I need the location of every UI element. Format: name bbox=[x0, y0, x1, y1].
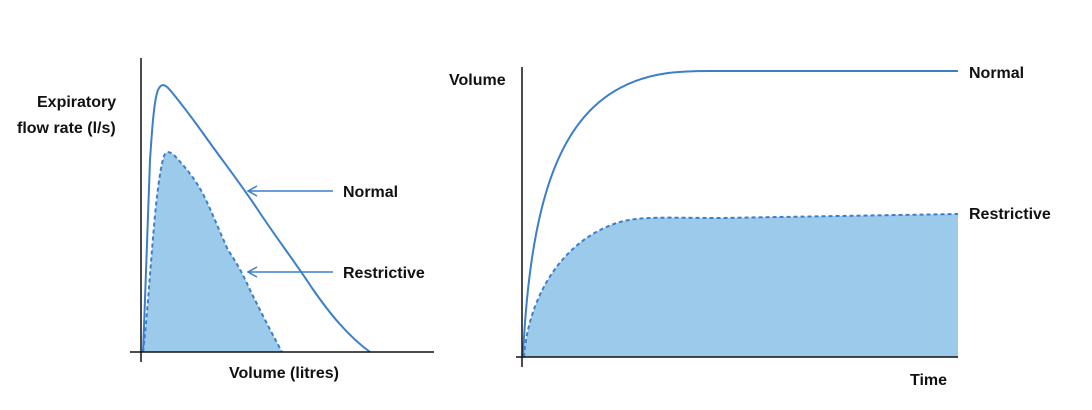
volume-time-normal-label: Normal bbox=[969, 65, 1024, 82]
flow-volume-normal-label: Normal bbox=[343, 184, 398, 201]
volume-time-ylabel: Volume bbox=[449, 72, 506, 89]
flow-volume-ylabel-line2: flow rate (l/s) bbox=[17, 120, 116, 137]
volume-time-normal-curve bbox=[522, 70, 958, 358]
volume-time-panel: Volume Time Normal Restrictive bbox=[449, 65, 1051, 389]
flow-volume-xlabel: Volume (litres) bbox=[229, 365, 339, 382]
flow-volume-panel: Expiratory flow rate (l/s) Volume (litre… bbox=[17, 58, 434, 382]
flow-volume-normal-arrowhead-icon bbox=[246, 185, 258, 197]
flow-volume-restrictive-curve bbox=[142, 151, 283, 353]
flow-volume-ylabel-line1: Expiratory bbox=[37, 94, 116, 111]
volume-time-restrictive-curve bbox=[523, 213, 959, 358]
flow-volume-restrictive-fill bbox=[143, 152, 282, 352]
flow-volume-restrictive-label: Restrictive bbox=[343, 265, 425, 282]
flow-volume-normal-curve bbox=[142, 84, 371, 353]
volume-time-restrictive-label: Restrictive bbox=[969, 206, 1051, 223]
volume-time-restrictive-fill bbox=[524, 214, 958, 357]
flow-volume-restrictive-arrowhead-icon bbox=[246, 266, 258, 278]
volume-time-xlabel: Time bbox=[910, 372, 947, 389]
